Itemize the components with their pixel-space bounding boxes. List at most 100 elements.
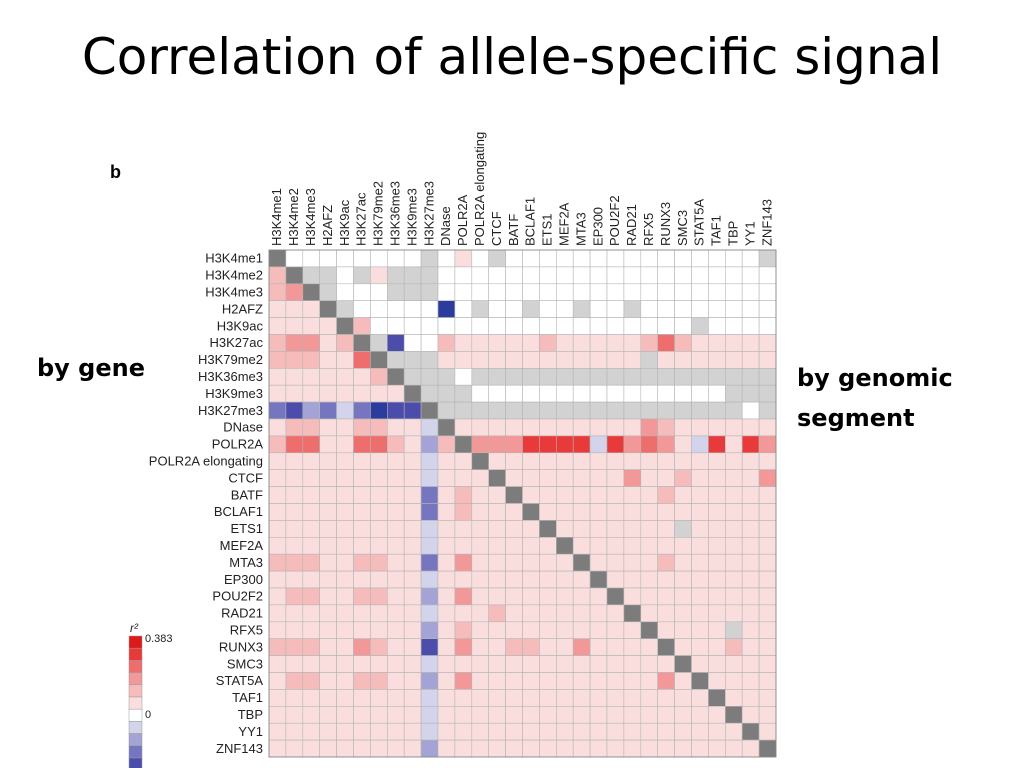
- row-label: H3K9me3: [205, 386, 263, 401]
- heatmap-cell: [758, 401, 777, 420]
- heatmap-cell: [488, 621, 506, 639]
- heatmap-cell: [724, 689, 743, 707]
- heatmap-cell: [606, 520, 625, 538]
- heatmap-cell: [674, 503, 692, 521]
- heatmap-cell: [268, 722, 287, 741]
- heatmap-cell: [522, 655, 540, 673]
- heatmap-cell: [471, 638, 489, 656]
- heatmap-cell: [522, 520, 540, 538]
- heatmap-cell: [724, 638, 743, 656]
- heatmap-cell: [522, 739, 540, 758]
- heatmap-cell: [285, 334, 304, 352]
- column-label: H3K27me3: [421, 181, 436, 246]
- heatmap-cell: [268, 266, 287, 285]
- heatmap-cell: [302, 452, 320, 470]
- heatmap-cell: [302, 672, 320, 690]
- row-label: CTCF: [228, 470, 263, 485]
- heatmap-cell: [336, 351, 354, 369]
- heatmap-cell: [336, 283, 354, 301]
- heatmap-cell: [539, 384, 557, 403]
- heatmap-cell: [539, 689, 557, 707]
- heatmap-cell: [589, 722, 608, 741]
- heatmap-cell: [691, 655, 709, 673]
- heatmap-cell: [691, 638, 709, 656]
- heatmap-cell: [589, 705, 608, 724]
- heatmap-cell: [488, 452, 506, 470]
- heatmap-cell: [471, 266, 489, 285]
- heatmap-cell: [471, 722, 489, 741]
- heatmap-cell: [454, 317, 473, 335]
- heatmap-cell: [741, 351, 760, 369]
- heatmap-cell: [758, 520, 777, 538]
- heatmap-cell: [319, 351, 337, 369]
- heatmap-cell: [674, 418, 692, 437]
- heatmap-cell: [522, 503, 540, 521]
- heatmap-cell: [741, 283, 760, 301]
- heatmap-cell: [572, 520, 591, 538]
- heatmap-cell: [336, 503, 354, 521]
- heatmap-cell: [724, 604, 743, 623]
- heatmap-cell: [724, 672, 743, 690]
- heatmap-cell: [471, 672, 489, 690]
- heatmap-cell: [572, 367, 591, 386]
- heatmap-cell: [319, 486, 337, 504]
- heatmap-cell: [420, 655, 439, 673]
- heatmap-cell: [302, 705, 320, 724]
- heatmap-cell: [724, 367, 743, 386]
- heatmap-cell: [708, 689, 726, 707]
- heatmap-cell: [386, 705, 405, 724]
- row-label: H3K4me3: [205, 284, 263, 299]
- heatmap-cell: [268, 283, 287, 301]
- heatmap-cell: [302, 536, 320, 555]
- heatmap-cell: [268, 384, 287, 403]
- heatmap-cell: [758, 317, 777, 335]
- heatmap-cell: [302, 689, 320, 707]
- heatmap-cell: [640, 249, 658, 268]
- heatmap-cell: [606, 503, 625, 521]
- heatmap-cell: [370, 469, 388, 487]
- heatmap-cell: [623, 705, 642, 724]
- heatmap-cell: [370, 655, 388, 673]
- heatmap-cell: [640, 503, 658, 521]
- heatmap-cell: [285, 283, 304, 301]
- heatmap-cell: [674, 689, 692, 707]
- heatmap-cell: [488, 486, 506, 504]
- heatmap-cell: [724, 452, 743, 470]
- heatmap-cell: [370, 722, 388, 741]
- heatmap-cell: [741, 638, 760, 656]
- legend-swatch: [128, 647, 143, 661]
- heatmap-cell: [471, 621, 489, 639]
- heatmap-cell: [370, 587, 388, 606]
- heatmap-cell: [319, 587, 337, 606]
- heatmap-cell: [302, 418, 320, 437]
- heatmap-cell: [268, 401, 287, 420]
- heatmap-cell: [623, 367, 642, 386]
- heatmap-cell: [488, 520, 506, 538]
- heatmap-cell: [589, 351, 608, 369]
- heatmap-cell: [505, 300, 523, 318]
- heatmap-cell: [741, 317, 760, 335]
- heatmap-cell: [285, 249, 304, 268]
- heatmap-cell: [606, 621, 625, 639]
- heatmap-cell: [268, 300, 287, 318]
- heatmap-cell: [403, 604, 422, 623]
- heatmap-cell: [555, 452, 574, 470]
- heatmap-cell: [708, 266, 726, 285]
- heatmap-cell: [420, 401, 439, 420]
- heatmap-cell: [488, 367, 506, 386]
- heatmap-cell: [285, 300, 304, 318]
- heatmap-cell: [285, 553, 304, 572]
- heatmap-cell: [724, 418, 743, 437]
- heatmap-cell: [353, 334, 371, 352]
- heatmap-cell: [674, 739, 692, 758]
- heatmap-cell: [437, 334, 456, 352]
- heatmap-cell: [285, 739, 304, 758]
- column-label: CTCF: [489, 211, 504, 246]
- heatmap-cell: [488, 536, 506, 555]
- heatmap-cell: [623, 418, 642, 437]
- heatmap-cell: [336, 553, 354, 572]
- heatmap-cell: [623, 266, 642, 285]
- heatmap-cell: [386, 587, 405, 606]
- heatmap-cell: [758, 553, 777, 572]
- heatmap-cell: [539, 655, 557, 673]
